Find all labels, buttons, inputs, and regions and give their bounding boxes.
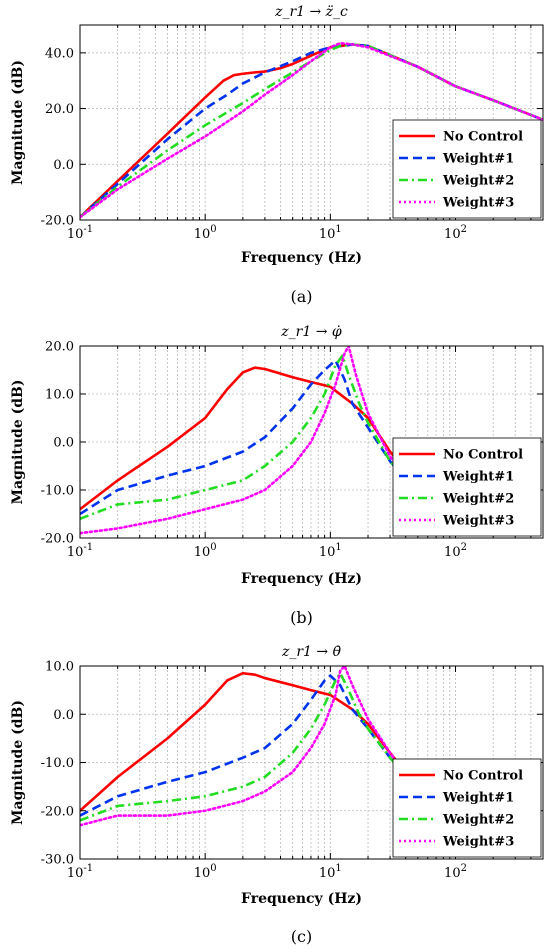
- y-axis-label: Magnitude (dB): [10, 700, 26, 825]
- series-line-3: [80, 354, 457, 535]
- x-tick-label: 101: [319, 224, 342, 242]
- x-tick-label: 102: [444, 542, 467, 560]
- chart-2: -20.0 -10.0 0.0 10.0 20.0 10-1 100 101 102 z_r1 →…: [10, 324, 544, 627]
- y-tick-label: 10.0: [45, 660, 74, 675]
- legend-label: No Control: [443, 130, 523, 145]
- x-axis-label: Frequency (Hz): [241, 571, 362, 587]
- legend-label: Weight#3: [442, 514, 514, 529]
- series-group: [80, 346, 457, 535]
- chart-3: -30.0 -20.0 -10.0 0.0 10.0 10-1 100 101 102 z_r1 …: [10, 644, 544, 946]
- y-tick-label: -10.0: [41, 484, 74, 499]
- panel-caption: (a): [290, 287, 312, 306]
- y-axis-label: Magnitude (dB): [10, 60, 26, 185]
- legend-label: Weight#1: [442, 791, 514, 806]
- legend-label: Weight#2: [442, 174, 514, 189]
- series-group: [80, 41, 543, 219]
- x-tick-label: 10-1: [67, 224, 93, 242]
- x-tick-label: 10-1: [67, 863, 93, 881]
- legend-box: [392, 119, 542, 219]
- legend-label: Weight#2: [442, 813, 514, 828]
- y-tick-label: -30.0: [41, 853, 74, 868]
- series-line-4: [80, 346, 457, 535]
- legend-label: Weight#3: [442, 196, 514, 211]
- series-line-4: [80, 41, 543, 219]
- y-tick-label: 0.0: [53, 436, 74, 451]
- legend-label: Weight#3: [442, 835, 514, 850]
- legend: No Control Weight#1 Weight#2 Weight#3: [392, 437, 542, 537]
- chart-title: z_r1 → z̈_c: [274, 4, 348, 20]
- legend: No Control Weight#1 Weight#2 Weight#3: [392, 758, 542, 858]
- legend-label: Weight#1: [442, 470, 514, 485]
- x-tick-label: 101: [319, 863, 342, 881]
- y-tick-label: 0.0: [53, 158, 74, 173]
- x-tick-label: 100: [194, 542, 217, 560]
- y-tick-label: 40.0: [45, 46, 74, 61]
- x-tick-label: 101: [319, 542, 342, 560]
- y-tick-label: 10.0: [45, 388, 74, 403]
- y-tick-label: 20.0: [45, 102, 74, 117]
- series-line-2: [80, 43, 543, 219]
- legend-label: No Control: [443, 769, 523, 784]
- y-axis-label: Magnitude (dB): [10, 380, 26, 505]
- y-tick-label: 20.0: [45, 340, 74, 355]
- y-tick-label: -20.0: [41, 214, 74, 229]
- y-tick-label: -20.0: [41, 532, 74, 547]
- x-tick-label: 100: [194, 224, 217, 242]
- series-line-3: [80, 671, 457, 836]
- chart-1: -20.0 0.0 20.0 40.0 10-1 100 101 102 z_r1 → z̈_c…: [10, 4, 544, 306]
- legend-label: Weight#2: [442, 492, 514, 507]
- x-tick-label: 102: [444, 224, 467, 242]
- y-tick-label: 0.0: [53, 708, 74, 723]
- series-line-2: [80, 359, 457, 535]
- x-axis-label: Frequency (Hz): [241, 250, 362, 266]
- y-tick-label: -10.0: [41, 756, 74, 771]
- panel-caption: (b): [290, 608, 313, 627]
- x-tick-label: 102: [444, 863, 467, 881]
- x-axis-label: Frequency (Hz): [241, 891, 362, 907]
- legend-label: No Control: [443, 448, 523, 463]
- chart-title: z_r1 → φ̇: [280, 324, 342, 340]
- y-tick-label: -20.0: [41, 804, 74, 819]
- chart-title: z_r1 → θ̇: [281, 644, 342, 660]
- legend: No Control Weight#1 Weight#2 Weight#3: [392, 119, 542, 219]
- x-tick-label: 10-1: [67, 542, 93, 560]
- x-tick-label: 100: [194, 863, 217, 881]
- series-line-4: [80, 666, 457, 837]
- legend-label: Weight#1: [442, 152, 514, 167]
- panel-caption: (c): [291, 927, 312, 946]
- plot-frame: [79, 24, 544, 221]
